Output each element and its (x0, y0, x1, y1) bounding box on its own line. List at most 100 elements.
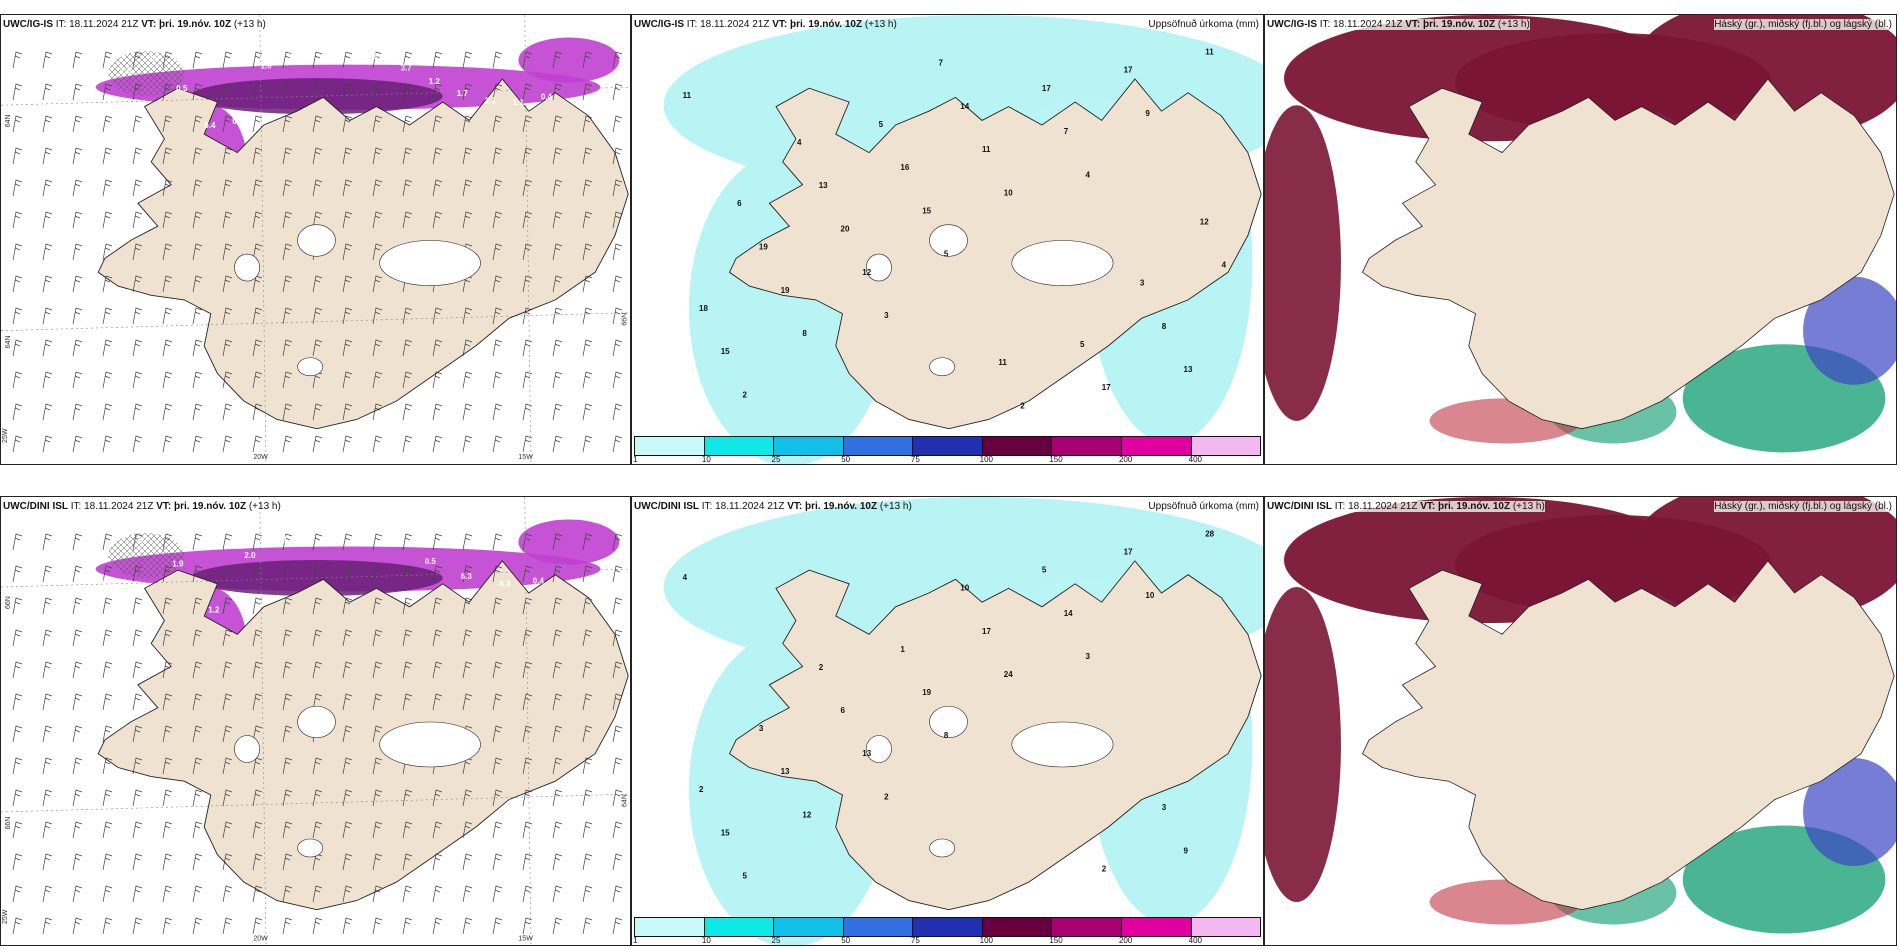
wind-barb (102, 179, 113, 197)
value-label: -1.1 (280, 535, 294, 544)
wind-barb (402, 917, 413, 935)
wind-barb (12, 821, 23, 839)
value-label: 12 (862, 268, 871, 277)
wind-barb (222, 533, 233, 551)
wind-barb (282, 403, 293, 421)
wind-barb (492, 757, 503, 775)
wind-barb (342, 83, 353, 101)
wind-barb (252, 661, 263, 679)
wind-barb (612, 661, 623, 679)
wind-barb (162, 821, 173, 839)
wind-barb (432, 179, 443, 197)
wind-barb (282, 757, 293, 775)
wind-barb (432, 211, 443, 229)
wind-barb (342, 885, 353, 903)
wind-barb (42, 757, 53, 775)
panel-header: UWC/IG-IS IT: 18.11.2024 21Z VT: þri. 19… (3, 19, 266, 30)
value-label: 15 (922, 206, 931, 215)
wind-barb (222, 83, 233, 101)
wind-barb (312, 597, 323, 615)
wind-barb (522, 371, 533, 389)
panel-header: UWC/IG-IS IT: 18.11.2024 21Z VT: þri. 19… (634, 19, 897, 30)
wind-barb (42, 211, 53, 229)
wind-barb (432, 693, 443, 711)
shaded-area (1803, 758, 1896, 866)
wind-barb (222, 597, 233, 615)
glacier-outline (379, 721, 481, 768)
wind-barb (132, 51, 143, 69)
colorbar-segment (1052, 918, 1122, 936)
value-label: 13 (862, 749, 871, 758)
wind-barb (552, 789, 563, 807)
axis-label: 15W (518, 454, 533, 461)
wind-barb (102, 661, 113, 679)
wind-barb (42, 917, 53, 935)
wind-barb (42, 661, 53, 679)
value-label: 1 (900, 645, 905, 654)
value-label: 3 (1162, 803, 1167, 812)
colorbar-segment (635, 918, 705, 936)
wind-barb (372, 115, 383, 133)
wind-barb (12, 789, 23, 807)
valid-time: VT: þri. 19.nóv. 10Z (1420, 501, 1511, 512)
wind-barb (402, 211, 413, 229)
wind-barb (552, 885, 563, 903)
wind-barb (312, 565, 323, 583)
wind-barb (42, 725, 53, 743)
wind-barb (402, 597, 413, 615)
wind-barb (162, 115, 173, 133)
colorbar-segment (982, 918, 1053, 936)
wind-barb (72, 533, 83, 551)
wind-barb (522, 243, 533, 261)
wind-barb (582, 629, 593, 647)
wind-barb (432, 597, 443, 615)
wind-barb (462, 565, 473, 583)
graticule (1, 497, 630, 945)
wind-barb (132, 403, 143, 421)
coastline (728, 78, 1262, 430)
wind-barb (312, 885, 323, 903)
wind-barb (192, 533, 203, 551)
wind-barb (222, 371, 233, 389)
wind-barb (162, 435, 173, 453)
wind-barbs (12, 533, 623, 935)
wind-barb (402, 339, 413, 357)
wind-barb (312, 115, 323, 133)
wind-barb (132, 275, 143, 293)
wind-barb (582, 371, 593, 389)
value-label: 3.2 (64, 598, 76, 607)
glaciers (865, 224, 1114, 377)
wind-barb (522, 83, 533, 101)
axis-label: 20W (253, 454, 268, 461)
wind-barb (72, 885, 83, 903)
wind-barb (192, 243, 203, 261)
wind-barb (492, 147, 503, 165)
wind-barb (132, 725, 143, 743)
wind-barb (132, 885, 143, 903)
wind-barb (522, 533, 533, 551)
wind-barb (372, 307, 383, 325)
glaciers (865, 705, 1114, 858)
lead-time: (+13 h) (879, 501, 912, 512)
wind-barb (312, 147, 323, 165)
wind-barb (342, 307, 353, 325)
glacier-outline (865, 735, 892, 763)
wind-barb (282, 533, 293, 551)
wind-barb (162, 243, 173, 261)
value-label: 13 (1184, 365, 1193, 374)
wind-barb (552, 211, 563, 229)
wind-barb (492, 403, 503, 421)
value-label: 9 (1145, 109, 1150, 118)
wind-barb (402, 147, 413, 165)
wind-barb (192, 853, 203, 871)
wind-barb (102, 789, 113, 807)
value-label: 5 (1042, 566, 1047, 575)
wind-barb (192, 629, 203, 647)
wind-barb (252, 693, 263, 711)
value-label: 3.7 (401, 64, 413, 73)
wind-barb (402, 403, 413, 421)
wind-barb (612, 115, 623, 133)
wind-barb (552, 115, 563, 133)
wind-barb (312, 629, 323, 647)
